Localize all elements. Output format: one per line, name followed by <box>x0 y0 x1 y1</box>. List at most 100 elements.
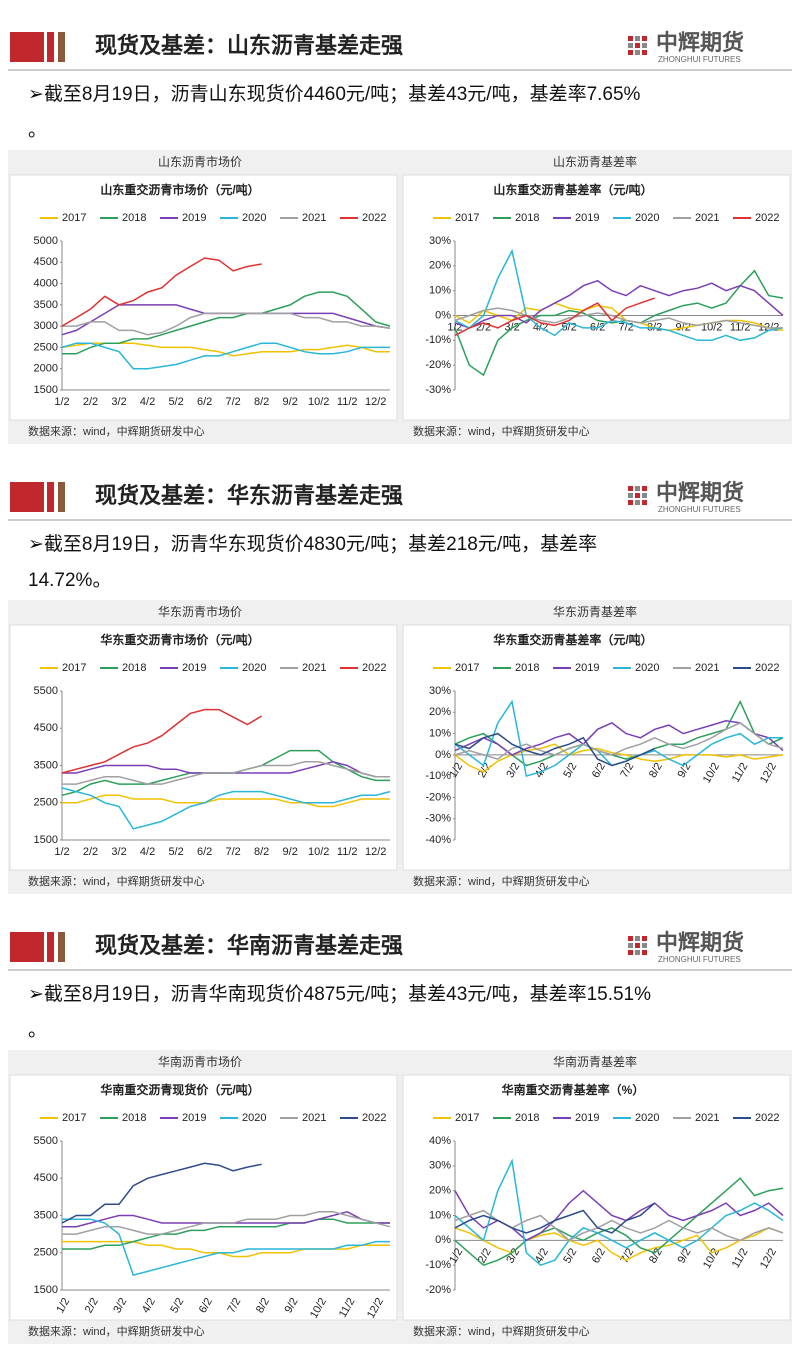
x-tick-label: 12/2 <box>365 846 386 858</box>
series-line <box>454 279 784 329</box>
y-tick-label: 30% <box>429 685 451 697</box>
legend-label: 2017 <box>455 1112 479 1124</box>
legend-label: 2018 <box>122 212 146 224</box>
series-line <box>454 743 784 773</box>
x-tick-label: 1/2 <box>54 396 69 408</box>
y-tick-label: 0% <box>435 1234 451 1246</box>
legend-label: 2017 <box>455 212 479 224</box>
logo-icon <box>635 486 640 491</box>
legend-label: 2020 <box>242 662 266 674</box>
chart-caption: 华南沥青市场价 <box>158 1054 242 1069</box>
summary-text: ➢截至8月19日，沥青山东现货价4460元/吨；基差43元/吨，基差率7.65% <box>28 83 641 105</box>
chart-caption: 山东沥青基差率 <box>553 154 637 169</box>
summary-text: ➢截至8月19日，沥青华南现货价4875元/吨；基差43元/吨，基差率15.51… <box>28 983 651 1005</box>
legend-label: 2017 <box>62 212 86 224</box>
logo-icon <box>635 943 640 948</box>
legend-label: 2019 <box>182 662 206 674</box>
legend-label: 2020 <box>635 1112 659 1124</box>
legend-label: 2018 <box>515 1112 539 1124</box>
source-note: 数据来源：wind，中辉期货研发中心 <box>413 874 590 888</box>
logo-icon <box>642 950 647 955</box>
source-note: 数据来源：wind，中辉期货研发中心 <box>28 874 205 888</box>
y-tick-label: -20% <box>425 791 451 803</box>
y-tick-label: 2000 <box>34 363 58 375</box>
logo-icon <box>642 943 647 948</box>
logo-icon <box>628 950 633 955</box>
logo-icon <box>642 936 647 941</box>
header-block <box>47 32 54 62</box>
legend-label: 2018 <box>122 1112 146 1124</box>
y-tick-label: 3500 <box>34 1209 58 1221</box>
y-tick-label: 3500 <box>34 759 58 771</box>
x-tick-label: 10/2 <box>308 396 329 408</box>
series-line <box>454 722 784 760</box>
logo-sub: ZHONGHUI FUTURES <box>658 955 741 964</box>
legend-label: 2021 <box>302 1112 326 1124</box>
y-tick-label: 2500 <box>34 1247 58 1259</box>
source-note: 数据来源：wind，中辉期货研发中心 <box>413 1324 590 1338</box>
y-tick-label: 20% <box>429 260 451 272</box>
y-tick-label: 40% <box>429 1135 451 1147</box>
logo-icon <box>628 936 633 941</box>
chart-title: 山东重交沥青市场价（元/吨） <box>100 182 259 197</box>
x-tick-label: 9/2 <box>283 846 298 858</box>
legend-label: 2018 <box>515 212 539 224</box>
series-line <box>454 248 784 342</box>
y-tick-label: -10% <box>425 770 451 782</box>
y-tick-label: 4000 <box>34 277 58 289</box>
logo-icon <box>642 50 647 55</box>
legend-label: 2017 <box>62 1112 86 1124</box>
y-tick-label: -20% <box>425 1284 451 1296</box>
legend-label: 2021 <box>695 1112 719 1124</box>
series-line <box>454 1158 784 1267</box>
legend-label: 2020 <box>242 1112 266 1124</box>
logo-icon <box>635 500 640 505</box>
summary-text: 。 <box>28 1020 47 1041</box>
header-block <box>10 32 44 62</box>
x-tick-label: 6/2 <box>197 396 212 408</box>
y-tick-label: 2500 <box>34 797 58 809</box>
series-line <box>61 257 262 327</box>
chart-box <box>402 1074 791 1321</box>
y-tick-label: 1500 <box>34 834 58 846</box>
logo-icon <box>642 493 647 498</box>
header-block <box>58 482 65 512</box>
source-note: 数据来源：wind，中辉期货研发中心 <box>28 1324 205 1338</box>
y-tick-label: 20% <box>429 1185 451 1197</box>
series-line <box>454 297 655 337</box>
legend-label: 2022 <box>755 662 779 674</box>
legend-label: 2018 <box>122 662 146 674</box>
x-tick-label: 11/2 <box>337 846 358 858</box>
x-tick-label: 4/2 <box>140 396 155 408</box>
logo-icon <box>628 493 633 498</box>
header-block <box>58 932 65 962</box>
series-line <box>454 307 783 329</box>
source-note: 数据来源：wind，中辉期货研发中心 <box>413 424 590 438</box>
y-tick-label: 5000 <box>34 235 58 247</box>
logo-icon <box>628 500 633 505</box>
chart-title: 华东重交沥青基差率（元/吨） <box>493 632 652 647</box>
logo-icon <box>628 50 633 55</box>
series-line <box>62 1218 390 1276</box>
logo-icon <box>635 50 640 55</box>
chart-caption: 华东沥青基差率 <box>553 604 637 619</box>
y-tick-label: 3000 <box>34 320 58 332</box>
legend-label: 2020 <box>242 212 266 224</box>
legend-label: 2022 <box>362 1112 386 1124</box>
logo-icon <box>642 36 647 41</box>
chart-title: 华南重交沥青基差率（%） <box>502 1082 645 1097</box>
y-tick-label: 1500 <box>34 384 58 396</box>
legend-label: 2021 <box>302 662 326 674</box>
series-line <box>454 1227 784 1262</box>
series-line <box>61 787 391 830</box>
chart-title: 山东重交沥青基差率（元/吨） <box>493 182 652 197</box>
x-tick-label: 11/2 <box>337 396 358 408</box>
logo-text: 中辉期货 <box>656 30 744 55</box>
logo-icon <box>628 36 633 41</box>
series-line <box>62 1218 390 1250</box>
header-block <box>58 32 65 62</box>
x-tick-label: 3/2 <box>111 396 126 408</box>
x-tick-label: 5/2 <box>168 396 183 408</box>
summary-text: ➢截至8月19日，沥青华东现货价4830元/吨；基差218元/吨，基差率 <box>28 533 597 555</box>
